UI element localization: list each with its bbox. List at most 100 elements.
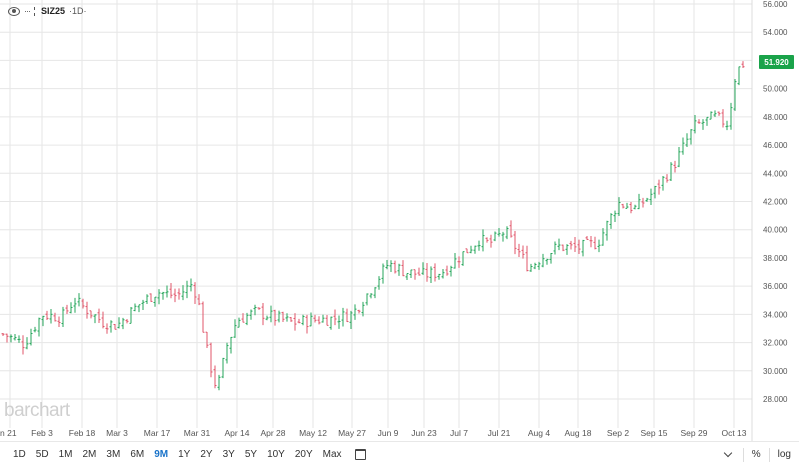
x-tick-label: Jun 9 <box>378 428 399 438</box>
x-tick-label: Apr 28 <box>260 428 285 438</box>
x-tick-label: Mar 3 <box>106 428 128 438</box>
ohlc-bar <box>549 252 553 264</box>
ohlc-bar <box>581 239 585 257</box>
color-swatch-icon[interactable] <box>34 6 37 16</box>
ohlc-bar <box>497 228 501 237</box>
ohlc-bar <box>505 226 509 240</box>
ohlc-bar <box>461 251 465 266</box>
ohlc-bar <box>409 269 413 279</box>
ohlc-bar <box>433 263 437 282</box>
ohlc-bar <box>417 267 421 276</box>
ohlc-bar <box>537 261 541 270</box>
x-tick-label: May 27 <box>338 428 366 438</box>
log-button[interactable]: log <box>777 449 791 460</box>
price-chart[interactable]: 28.000 30.000 32.000 34.000 36.000 38.000 40.0… <box>0 0 799 441</box>
x-tick-label: Sep 15 <box>641 428 668 438</box>
ohlc-bar <box>381 263 385 284</box>
ohlc-bar <box>441 269 445 279</box>
ohlc-bar <box>661 176 665 191</box>
timeframe-1d[interactable]: 1D <box>13 449 26 460</box>
ohlc-bar <box>597 239 601 253</box>
ohlc-bar <box>129 306 133 324</box>
ohlc-bar <box>249 309 253 320</box>
timeframe-20y[interactable]: 20Y <box>294 449 313 460</box>
ohlc-bar <box>673 160 677 173</box>
timeframe-6m[interactable]: 6M <box>130 449 145 460</box>
ohlc-bar <box>457 256 461 268</box>
more-icon[interactable]: ··· <box>24 6 31 16</box>
ohlc-bar <box>265 315 269 321</box>
eye-icon[interactable] <box>8 6 20 16</box>
ohlc-bar <box>241 313 245 323</box>
ohlc-bar <box>277 310 281 323</box>
ohlc-bar <box>725 120 729 131</box>
timeframe-3y[interactable]: 3Y <box>222 449 235 460</box>
ohlc-bar <box>237 317 241 328</box>
y-tick-label: 44.000 <box>763 169 788 178</box>
ohlc-bar <box>689 129 693 145</box>
calendar-icon[interactable] <box>354 449 366 460</box>
ohlc-bar <box>301 314 305 326</box>
ohlc-bar <box>425 263 429 282</box>
ohlc-bar <box>557 238 561 251</box>
ohlc-bar <box>465 248 469 254</box>
ohlc-bar <box>13 334 17 341</box>
ohlc-bar <box>489 234 493 248</box>
ohlc-bar <box>177 288 181 300</box>
timeframe-5y[interactable]: 5Y <box>244 449 258 460</box>
timeframe-1m[interactable]: 1M <box>58 449 73 460</box>
x-tick-label: Jul 21 <box>488 428 511 438</box>
ohlc-bars <box>1 61 745 391</box>
ohlc-bar <box>337 315 341 329</box>
ohlc-bar <box>473 245 477 254</box>
timeframe-max[interactable]: Max <box>322 449 342 460</box>
ohlc-bar <box>85 301 89 319</box>
timeframe-2m[interactable]: 2M <box>82 449 97 460</box>
ohlc-bar <box>353 304 357 320</box>
x-tick-label: Oct 13 <box>721 428 746 438</box>
timeframe-2y[interactable]: 2Y <box>200 449 213 460</box>
ohlc-bar <box>389 260 393 272</box>
timeframe-9m[interactable]: 9M <box>154 449 169 460</box>
ohlc-bar <box>449 265 453 277</box>
x-tick-label: n 21 <box>0 428 17 438</box>
x-tick-label: Jul 7 <box>450 428 468 438</box>
ohlc-bar <box>609 213 613 229</box>
ohlc-bar <box>297 318 301 324</box>
ohlc-bar <box>445 265 449 276</box>
x-tick-label: May 12 <box>299 428 327 438</box>
ohlc-bar <box>633 204 637 210</box>
ohlc-bar <box>329 316 333 330</box>
ohlc-bar <box>173 288 177 303</box>
x-tick-label: Sep 29 <box>681 428 708 438</box>
timeframe-10y[interactable]: 10Y <box>267 449 285 460</box>
ohlc-bar <box>525 245 529 272</box>
ohlc-bar <box>281 311 285 323</box>
ohlc-bar <box>617 197 621 217</box>
ohlc-bar <box>125 318 129 324</box>
timeframe-5d[interactable]: 5D <box>35 449 49 460</box>
ohlc-bar <box>333 309 337 326</box>
ohlc-bar <box>541 253 545 268</box>
x-tick-label: Feb 3 <box>31 428 53 438</box>
chart-header: ··· SIZ25 ·1D· <box>8 6 87 16</box>
ohlc-bar <box>257 307 261 310</box>
ohlc-bar <box>721 109 725 128</box>
ohlc-bar <box>701 119 705 130</box>
timeframe-3m[interactable]: 3M <box>106 449 121 460</box>
ohlc-bar <box>181 285 185 301</box>
ohlc-bar <box>413 269 417 280</box>
ohlc-bar <box>509 220 513 238</box>
ohlc-bar <box>369 293 373 299</box>
ohlc-bar <box>529 263 533 272</box>
chevron-down-icon[interactable] <box>723 448 732 458</box>
ohlc-bar <box>637 193 641 210</box>
ohlc-bar <box>521 245 525 259</box>
timeframe-1y[interactable]: 1Y <box>178 449 191 460</box>
percent-button[interactable]: % <box>751 449 761 460</box>
ohlc-bar <box>193 282 197 304</box>
x-axis: n 21 Feb 3 Feb 18 Mar 3 Mar 17 Mar 31 Apr 14 Ap… <box>0 428 747 438</box>
ohlc-bar <box>1 332 5 336</box>
ohlc-bar <box>317 316 321 325</box>
ohlc-bar <box>493 231 497 242</box>
